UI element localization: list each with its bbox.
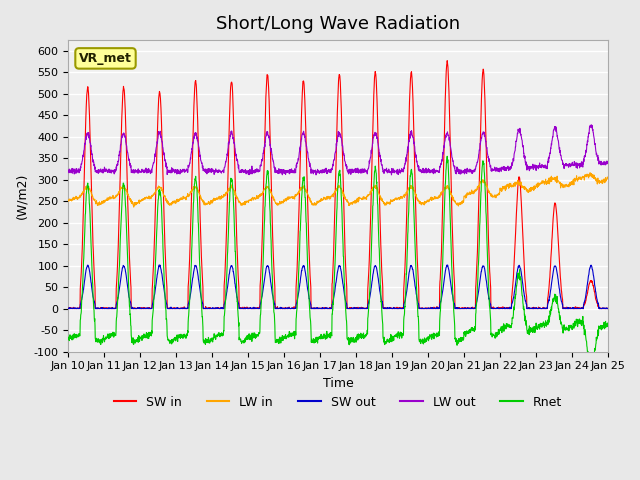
X-axis label: Time: Time	[323, 377, 353, 390]
Legend: SW in, LW in, SW out, LW out, Rnet: SW in, LW in, SW out, LW out, Rnet	[109, 391, 567, 414]
Y-axis label: (W/m2): (W/m2)	[15, 173, 28, 219]
Title: Short/Long Wave Radiation: Short/Long Wave Radiation	[216, 15, 460, 33]
Text: VR_met: VR_met	[79, 52, 132, 65]
